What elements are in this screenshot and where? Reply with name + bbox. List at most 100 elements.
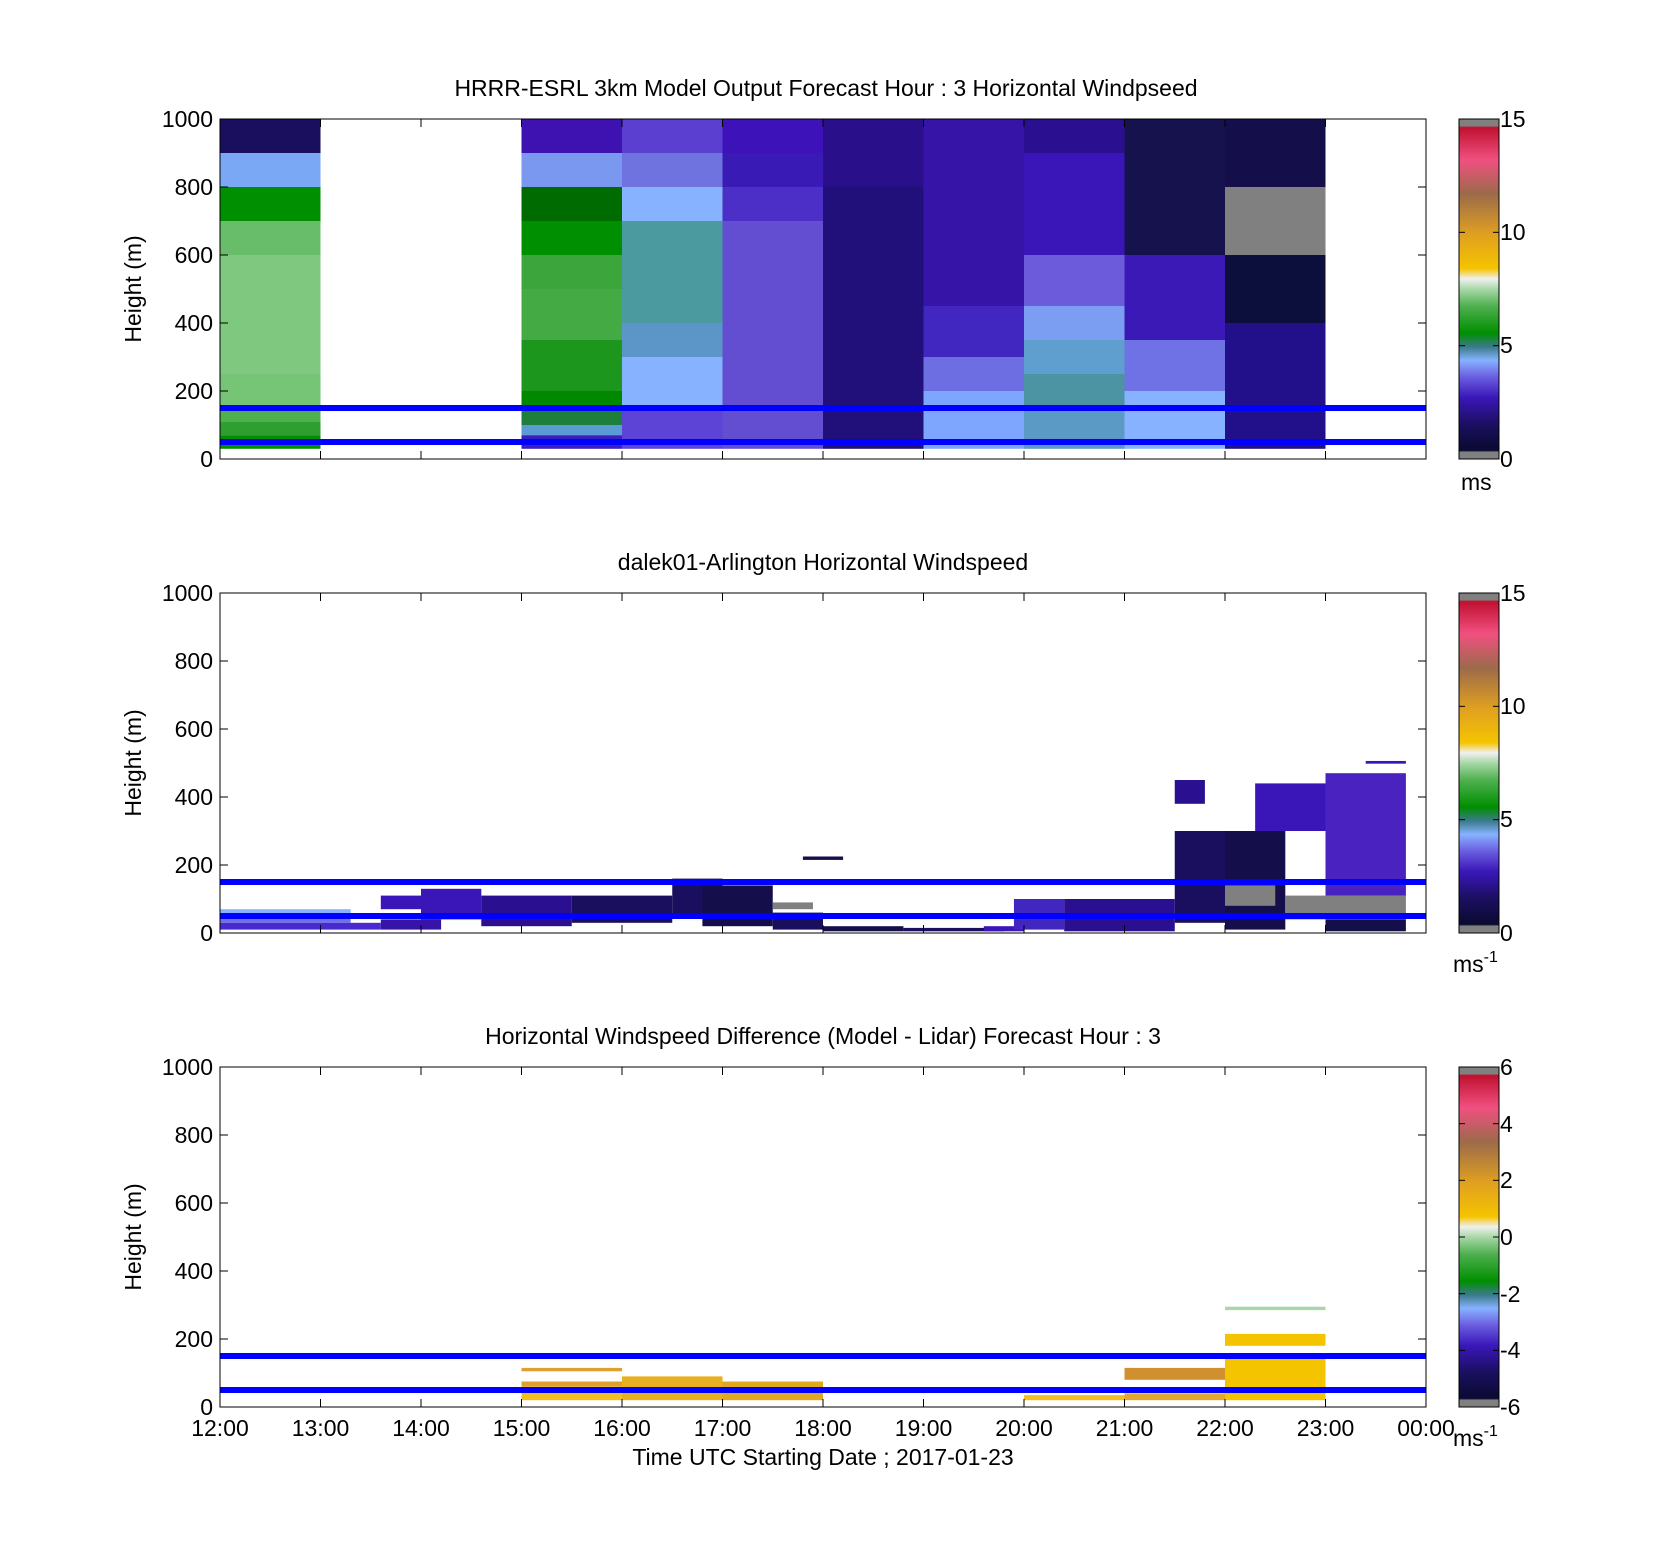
- panel-difference-y-ticks: 0 200 400 600 800 1000: [162, 1054, 1426, 1420]
- panel-difference: Horizontal Windspeed Difference (Model -…: [120, 1023, 1521, 1470]
- colorbar-tick-label: -4: [1500, 1337, 1521, 1363]
- panel-lidar: dalek01-Arlington Horizontal Windspeed 0…: [120, 549, 1526, 977]
- heatmap-cell: [622, 357, 723, 408]
- y-tick-label: 1000: [162, 106, 213, 132]
- y-tick-label: 400: [175, 1258, 213, 1284]
- colorbar-tick-label: 5: [1500, 806, 1513, 832]
- y-tick-label: 400: [175, 784, 213, 810]
- y-tick-label: 800: [175, 1122, 213, 1148]
- heatmap-cell: [823, 119, 924, 187]
- panel-difference-colorbar-unit: ms-1: [1453, 1423, 1498, 1451]
- heatmap-cell: [1225, 187, 1326, 255]
- x-tick-label: 12:00: [191, 1415, 249, 1441]
- heatmap-cell: [1365, 760, 1406, 764]
- panel-difference-colorbar-ticks: -6 -4 -2 0 2 4 6: [1500, 1054, 1521, 1420]
- colorbar-tick-label: 0: [1500, 1224, 1513, 1250]
- heatmap-cell: [1325, 773, 1406, 896]
- heatmap-cell: [521, 340, 622, 391]
- heatmap-cell: [521, 255, 622, 289]
- heatmap-cell: [220, 119, 321, 153]
- panel-model-x-ticks: [219, 119, 1427, 459]
- x-tick-label: 22:00: [1196, 1415, 1254, 1441]
- heatmap-cell: [1124, 119, 1225, 255]
- colorbar-tick-label: 15: [1500, 580, 1526, 606]
- x-tick-label: 00:00: [1397, 1415, 1455, 1441]
- heatmap-cell: [1174, 831, 1225, 923]
- y-tick-label: 200: [175, 852, 213, 878]
- heatmap-cell: [722, 221, 823, 449]
- heatmap-cell: [1225, 255, 1326, 323]
- heatmap-cell: [1124, 340, 1225, 391]
- heatmap-cell: [521, 119, 622, 153]
- panel-model-colorbar: [1458, 118, 1500, 460]
- heatmap-cell: [521, 408, 622, 425]
- panel-lidar-colorbar: [1458, 592, 1500, 934]
- heatmap-cell: [983, 926, 1024, 932]
- colorbar-unit-text: ms: [1453, 1425, 1484, 1451]
- heatmap-cell: [521, 221, 622, 255]
- heatmap-cell: [722, 187, 823, 221]
- heatmap-cell: [220, 909, 351, 916]
- colorbar-unit-text: ms: [1453, 951, 1484, 977]
- colorbar-tick-label: 0: [1500, 920, 1513, 946]
- heatmap-cell: [923, 119, 1024, 306]
- heatmap-cell: [722, 153, 823, 187]
- y-tick-label: 600: [175, 716, 213, 742]
- heatmap-cell: [622, 119, 723, 153]
- heatmap-cell: [923, 306, 1024, 357]
- colorbar-tick-label: 6: [1500, 1054, 1513, 1080]
- panel-difference-title: Horizontal Windspeed Difference (Model -…: [485, 1023, 1161, 1049]
- x-tick-label: 14:00: [392, 1415, 450, 1441]
- x-axis-label: Time UTC Starting Date ; 2017-01-23: [632, 1444, 1013, 1470]
- heatmap-cell: [220, 421, 321, 436]
- heatmap-cell: [802, 856, 844, 860]
- colorbar-tick-label: 0: [1500, 446, 1513, 472]
- heatmap-cell: [1225, 1333, 1326, 1346]
- heatmap-cell: [220, 408, 321, 422]
- heatmap-cell: [521, 1381, 622, 1387]
- heatmap-cell: [220, 374, 321, 408]
- x-tick-label: 19:00: [895, 1415, 953, 1441]
- heatmap-cell: [1325, 919, 1406, 932]
- y-tick-label: 800: [175, 174, 213, 200]
- y-tick-label: 1000: [162, 580, 213, 606]
- heatmap-cell: [220, 916, 351, 923]
- panel-model-reference-lines: [220, 405, 1426, 445]
- panel-lidar-reference-lines: [220, 879, 1426, 919]
- colorbar-fill: [1458, 592, 1500, 934]
- heatmap-cell: [521, 289, 622, 340]
- panel-difference-ylabel: Height (m): [120, 1183, 146, 1290]
- panel-lidar-title: dalek01-Arlington Horizontal Windspeed: [618, 549, 1028, 575]
- panel-model-colorbar-unit: ms: [1461, 469, 1492, 495]
- colorbar-tick-label: 10: [1500, 219, 1526, 245]
- y-tick-label: 0: [200, 446, 213, 472]
- heatmap-cell: [380, 919, 442, 930]
- x-tick-label: 16:00: [593, 1415, 651, 1441]
- panel-difference-x-ticks: [219, 1067, 1427, 1407]
- heatmap-cell: [521, 153, 622, 187]
- heatmap-cell: [1225, 119, 1326, 187]
- panel-lidar-y-ticks: 0 200 400 600 800 1000: [162, 580, 1426, 946]
- heatmap-cell: [1124, 1393, 1225, 1401]
- x-tick-label: 18:00: [794, 1415, 852, 1441]
- heatmap-cell: [1024, 119, 1125, 153]
- y-tick-label: 400: [175, 310, 213, 336]
- heatmap-cell: [1124, 1367, 1225, 1380]
- x-tick-label: 21:00: [1096, 1415, 1154, 1441]
- heatmap-cell: [1124, 255, 1225, 340]
- x-tick-labels: 12:00 13:00 14:00 15:00 16:00 17:00 18:0…: [191, 1415, 1455, 1441]
- colorbar-unit-text: ms: [1461, 469, 1492, 495]
- panel-lidar-colorbar-unit: ms-1: [1453, 949, 1498, 977]
- heatmap-cell: [622, 221, 723, 323]
- y-tick-label: 1000: [162, 1054, 213, 1080]
- panel-lidar-x-ticks: [219, 593, 1427, 933]
- heatmap-cell: [220, 153, 321, 187]
- panel-model-title: HRRR-ESRL 3km Model Output Forecast Hour…: [454, 75, 1197, 101]
- heatmap-cell: [1174, 780, 1205, 804]
- panel-model-y-ticks: 0 200 400 600 800 1000: [162, 106, 1426, 472]
- panel-model-colorbar-ticks: 0 5 10 15: [1500, 106, 1526, 472]
- heatmap-cell: [823, 926, 904, 932]
- heatmap-cell: [1024, 306, 1125, 340]
- heatmap-cell: [521, 187, 622, 221]
- panel-lidar-colorbar-ticks: 0 5 10 15: [1500, 580, 1526, 946]
